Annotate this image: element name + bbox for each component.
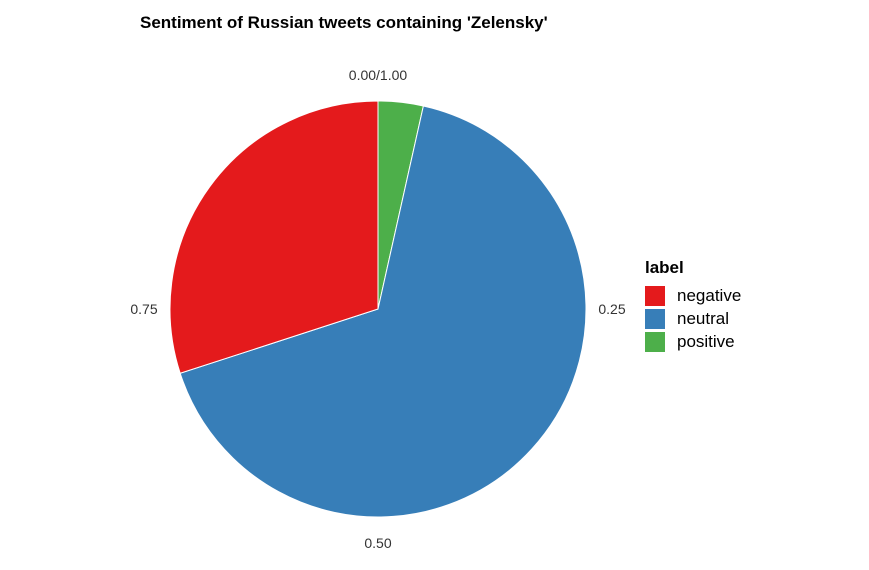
legend-key-neutral [645, 308, 665, 329]
legend-item-negative: negative [645, 284, 741, 307]
legend-item-positive: positive [645, 330, 741, 353]
tick-label: 0.50 [364, 535, 391, 551]
pie-slice-negative [169, 100, 379, 374]
chart-title: Sentiment of Russian tweets containing '… [140, 13, 548, 32]
tick-label: 0.25 [598, 301, 625, 317]
legend-label-negative: negative [677, 285, 742, 305]
legend: label negative neutral positive [645, 258, 741, 353]
legend-key-negative [645, 285, 665, 306]
tick-label: 0.00/1.00 [349, 67, 408, 83]
tick-label: 0.75 [130, 301, 157, 317]
legend-label-neutral: neutral [677, 308, 729, 328]
legend-key-positive [645, 331, 665, 352]
pie-slice-neutral [179, 105, 587, 518]
legend-title: label [645, 258, 684, 277]
legend-item-neutral: neutral [645, 307, 741, 330]
legend-label-positive: positive [677, 331, 735, 351]
